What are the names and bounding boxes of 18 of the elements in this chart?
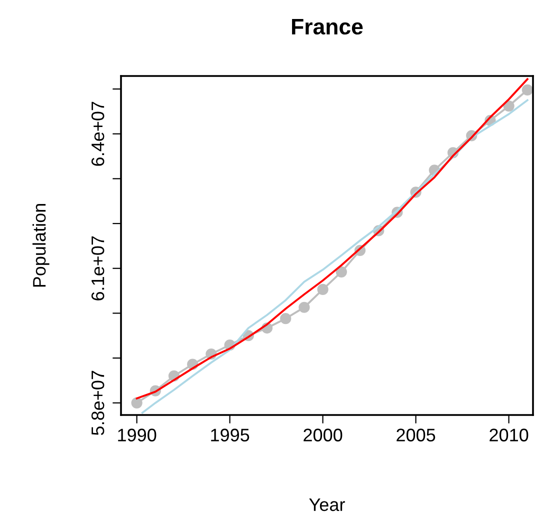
x-tick-label: 1995 <box>211 428 250 442</box>
point <box>298 302 310 313</box>
point <box>131 397 142 408</box>
y-tick-label: 6.4e+07 <box>91 102 104 166</box>
y-axis-title: Population <box>32 204 50 287</box>
x-tick-label: 1990 <box>118 428 156 442</box>
chart-title: France <box>292 19 363 35</box>
point <box>317 284 328 295</box>
y-tick-label: 6.1e+07 <box>91 236 104 300</box>
point <box>336 266 347 278</box>
point <box>503 100 514 112</box>
x-tick-label: 2010 <box>490 428 528 442</box>
y-tick-label: 5.8e+07 <box>91 370 104 436</box>
x-tick-label: 2005 <box>396 428 436 442</box>
point <box>522 84 533 96</box>
x-tick-label: 2000 <box>304 428 342 442</box>
point <box>280 313 292 324</box>
x-axis-title: Year <box>309 498 345 512</box>
